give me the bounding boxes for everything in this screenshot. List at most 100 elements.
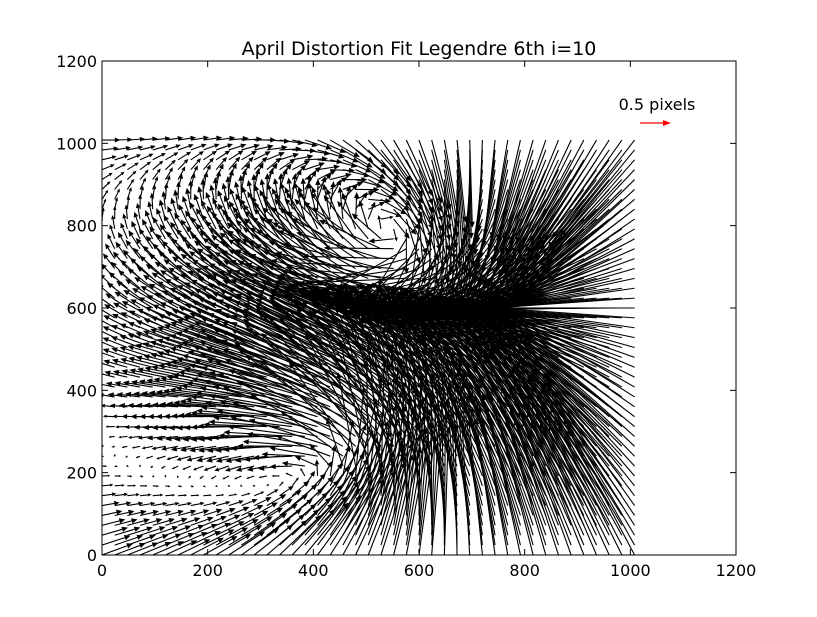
- vector-arrowhead: [326, 188, 332, 196]
- vector-arrow: [254, 146, 268, 151]
- vector-arrowhead: [144, 169, 149, 174]
- vector-arrowhead: [183, 315, 190, 321]
- vector-arrow: [304, 488, 339, 526]
- vector-arrow: [355, 169, 380, 182]
- vector-arrowhead: [121, 526, 128, 532]
- vector-arrowhead: [379, 167, 387, 174]
- vector-arrowhead: [187, 337, 194, 343]
- vector-arrowhead: [322, 183, 328, 190]
- vector-arrowhead: [200, 501, 205, 506]
- vector-arrowhead: [142, 342, 150, 348]
- vector-arrowhead: [223, 446, 230, 453]
- vector-arrow: [114, 173, 122, 180]
- vector-arrow: [499, 310, 635, 398]
- vector-arrowhead: [160, 466, 164, 469]
- vector-arrow: [541, 169, 623, 263]
- vector-arrowhead: [499, 246, 505, 254]
- y-tick-label: 400: [66, 381, 97, 400]
- vector-arrowhead: [227, 239, 235, 245]
- vector-arrowhead: [366, 314, 374, 320]
- vector-arrowhead: [85, 350, 91, 355]
- vector-arrowhead: [235, 249, 242, 255]
- vector-arrowhead: [255, 298, 263, 304]
- vector-arrowhead: [223, 429, 230, 436]
- vector-arrowhead: [384, 313, 391, 319]
- vector-arrowhead: [241, 238, 249, 244]
- vector-arrowhead: [194, 358, 201, 364]
- vector-arrowhead: [167, 485, 171, 488]
- vector-arrow: [307, 205, 356, 250]
- vector-arrow: [165, 527, 186, 536]
- vector-arrowhead: [112, 369, 120, 376]
- vector-arrowhead: [148, 153, 154, 158]
- vector-arrow: [411, 355, 433, 496]
- vector-arrowhead: [170, 321, 177, 327]
- vector-arrowhead: [351, 285, 358, 292]
- vector-arrowhead: [257, 258, 265, 264]
- vector-arrowhead: [120, 222, 125, 229]
- vector-arrowhead: [419, 315, 426, 321]
- vector-arrow: [152, 535, 176, 546]
- vector-arrow: [264, 287, 382, 339]
- vector-arrowhead: [111, 492, 117, 497]
- vector-arrow: [445, 354, 496, 496]
- vector-arrowhead: [212, 434, 219, 441]
- vector-arrowhead: [281, 269, 288, 275]
- vector-arrow: [176, 445, 191, 450]
- vector-arrowhead: [176, 456, 182, 461]
- vector-arrow: [120, 435, 128, 438]
- vector-arrowhead: [123, 289, 130, 296]
- vector-arrowhead: [200, 199, 207, 207]
- vector-arrow: [342, 139, 369, 160]
- vector-arrow: [532, 426, 585, 555]
- vector-arrowhead: [179, 485, 183, 488]
- vector-arrowhead: [530, 262, 537, 269]
- vector-arrow: [241, 160, 251, 171]
- vector-arrowhead: [197, 248, 204, 254]
- vector-arrowhead: [194, 288, 201, 294]
- vector-arrowhead: [163, 259, 170, 265]
- vector-arrowhead: [517, 358, 524, 366]
- vector-arrow: [266, 167, 275, 180]
- vector-arrowhead: [346, 291, 353, 297]
- vector-arrowhead: [148, 253, 156, 260]
- vector-arrow: [275, 448, 318, 457]
- vector-arrowhead: [371, 282, 378, 289]
- vector-arrow: [102, 406, 103, 407]
- vector-arrowhead: [238, 174, 244, 181]
- vector-arrow: [180, 209, 192, 230]
- vector-arrow: [177, 511, 192, 517]
- vector-arrow: [355, 392, 364, 477]
- vector-arrowhead: [128, 509, 135, 516]
- y-tick-label: 1200: [56, 52, 97, 71]
- vector-arrowhead: [259, 189, 265, 197]
- vector-arrow: [215, 152, 227, 161]
- vector-arrowhead: [155, 518, 163, 524]
- vector-arrowhead: [302, 253, 309, 260]
- vector-arrowhead: [121, 484, 125, 487]
- vector-arrow: [342, 425, 353, 477]
- vector-arrowhead: [512, 350, 519, 357]
- vector-arrow: [266, 147, 282, 151]
- vector-arrowhead: [262, 276, 270, 282]
- vector-arrow: [241, 531, 275, 555]
- vector-arrowhead: [522, 236, 528, 243]
- vector-arrow: [233, 371, 344, 428]
- vector-arrow: [127, 544, 153, 555]
- vector-arrowhead: [506, 285, 512, 293]
- vector-arrowhead: [214, 360, 222, 366]
- vector-arrowhead: [262, 233, 269, 239]
- vector-arrow: [297, 262, 394, 270]
- vector-arrowhead: [204, 379, 211, 385]
- vector-arrow: [102, 366, 103, 368]
- vector-arrowhead: [512, 338, 519, 345]
- vector-arrowhead: [152, 509, 159, 515]
- vector-arrowhead: [142, 274, 150, 281]
- vector-arrow: [329, 450, 335, 477]
- vector-arrowhead: [207, 516, 214, 522]
- vector-arrowhead: [246, 466, 254, 472]
- vector-arrow: [529, 380, 610, 506]
- vector-arrow: [204, 445, 229, 451]
- vector-arrowhead: [161, 446, 167, 451]
